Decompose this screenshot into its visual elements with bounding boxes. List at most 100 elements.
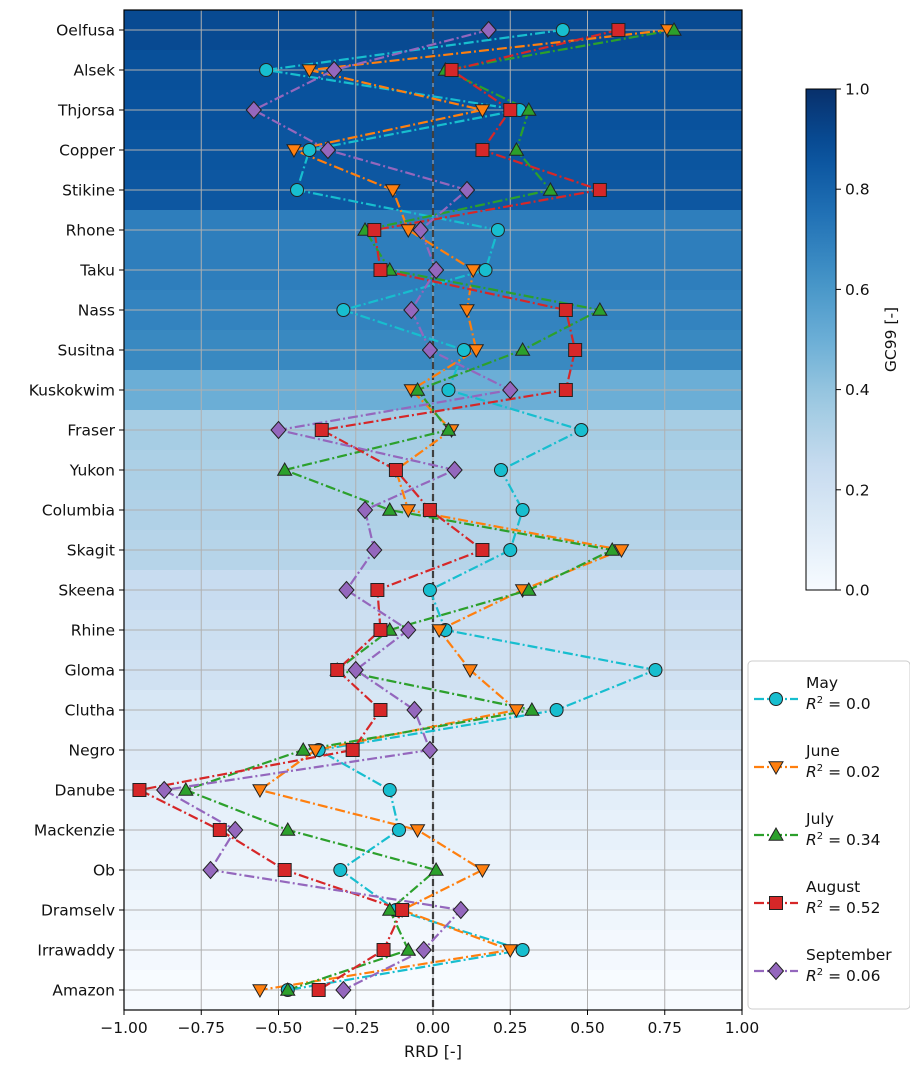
y-tick-label: Clutha [65,702,115,720]
point [403,300,420,320]
point [421,340,439,360]
y-tick-label: Rhine [71,622,115,640]
point [395,903,410,917]
y-tick-label: Danube [55,782,115,800]
legend-r2: R2 = 0.52 [806,899,881,917]
colorbar-tick-label: 0.4 [845,381,870,399]
point [400,941,417,956]
legend-entry-august: August R2 = 0.52 [754,878,881,917]
y-tick-label: Taku [79,262,115,280]
point [475,543,490,557]
x-axis: −1.00 −0.75 −0.50 −0.25 0.00 0.25 0.50 0.75 1.00 [100,1010,759,1037]
y-tick-label: Rhone [66,222,115,240]
y-tick-label: Ob [93,862,115,880]
y-tick-label: Kuskokwim [29,382,115,400]
point [474,864,491,879]
point [462,664,478,679]
point [520,581,537,596]
legend-r2: R2 = 0.0 [806,695,871,713]
x-tick-label: −0.75 [178,1019,226,1037]
point [555,23,570,37]
x-tick-label: −1.00 [100,1019,148,1037]
point [478,263,493,277]
y-tick-label: Fraser [67,422,115,440]
point [768,826,784,841]
point [373,623,388,637]
point [290,183,305,197]
point [366,540,383,560]
y-tick-label: Yukon [69,462,115,480]
point [613,544,630,559]
point [524,701,540,716]
legend-entry-july: July R2 = 0.34 [754,810,881,849]
legend-entry-may: May R2 = 0.0 [754,674,871,713]
colorbar: 0.0 0.2 0.4 0.6 0.8 1.0 GC99 [-] [805,81,900,600]
y-tick-label: Skeena [58,582,115,600]
x-tick-label: 0.25 [493,1019,528,1037]
point [277,863,292,877]
point [767,961,785,981]
point [558,383,573,397]
point [279,981,296,996]
point [330,663,345,677]
point [474,104,491,119]
point [325,60,343,80]
colorbar-bar [805,88,837,591]
point [421,740,439,760]
legend-r2: R2 = 0.02 [806,763,881,781]
point [381,901,398,916]
point [356,500,374,520]
point [400,224,417,239]
y-tick-label: Susitna [58,342,115,360]
y-tick-label: Skagit [67,542,115,560]
point [373,703,388,717]
series-markers-august [132,23,626,997]
series-markers-july [177,21,682,996]
y-tick-label: Gloma [65,662,115,680]
point [338,580,355,600]
point [422,583,437,597]
legend-entry-september: September R2 = 0.06 [754,946,892,985]
point [515,503,530,517]
point [245,100,262,120]
point [409,824,426,839]
point [409,381,426,396]
point [276,461,293,476]
colorbar-label: GC99 [-] [882,307,900,372]
x-tick-label: −0.25 [332,1019,380,1037]
legend-label: July [805,810,834,828]
y-tick-label: Oelfusa [56,22,115,40]
point [314,423,329,437]
point [333,863,348,877]
point [295,741,312,756]
point [252,984,268,999]
legend: May R2 = 0.0 June R2 = 0.02 July R2 = 0.34 Aug… [747,660,910,1010]
point [422,503,437,517]
y-tick-label: Stikine [62,182,115,200]
point [412,220,429,240]
point [319,140,337,160]
point [493,463,508,477]
point [768,761,784,776]
point [384,184,401,199]
point [591,301,608,316]
point [311,983,326,997]
y-tick-label: Nass [78,302,115,320]
point [480,20,497,40]
point [508,141,525,156]
point [212,823,227,837]
point [381,501,398,516]
legend-r2: R2 = 0.34 [806,831,881,849]
point [490,223,505,237]
point [440,421,457,436]
point [574,423,589,437]
y-tick-label: Thjorsa [57,102,115,120]
colorbar-tick-label: 0.8 [845,181,870,199]
point [336,303,351,317]
point [459,304,475,319]
point [406,700,423,720]
point [503,103,518,117]
y-tick-label: Negro [69,742,116,760]
colorbar-tick-label: 0.6 [845,281,870,299]
x-tick-label: −0.50 [255,1019,303,1037]
